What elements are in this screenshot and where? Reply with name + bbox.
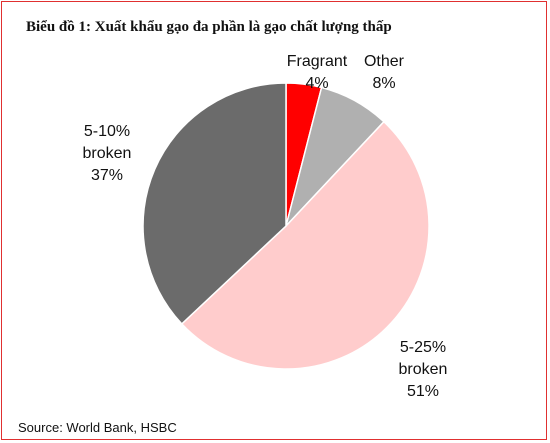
- pie-slice-5-25-broken: [180, 120, 430, 370]
- chart-title: Biểu đồ 1: Xuất khẩu gạo đa phần là gạo …: [26, 19, 392, 35]
- pie-slice-5-10-broken: [142, 82, 287, 325]
- slice-label-5-25-broken: 5-25% broken 51%: [399, 339, 448, 400]
- chart-source: Source: World Bank, HSBC: [18, 420, 177, 435]
- slice-label-fragrant: Fragrant 4%: [287, 53, 348, 92]
- slice-label-other: Other 8%: [364, 53, 405, 92]
- slice-label-5-10-broken: 5-10% broken 37%: [83, 123, 132, 184]
